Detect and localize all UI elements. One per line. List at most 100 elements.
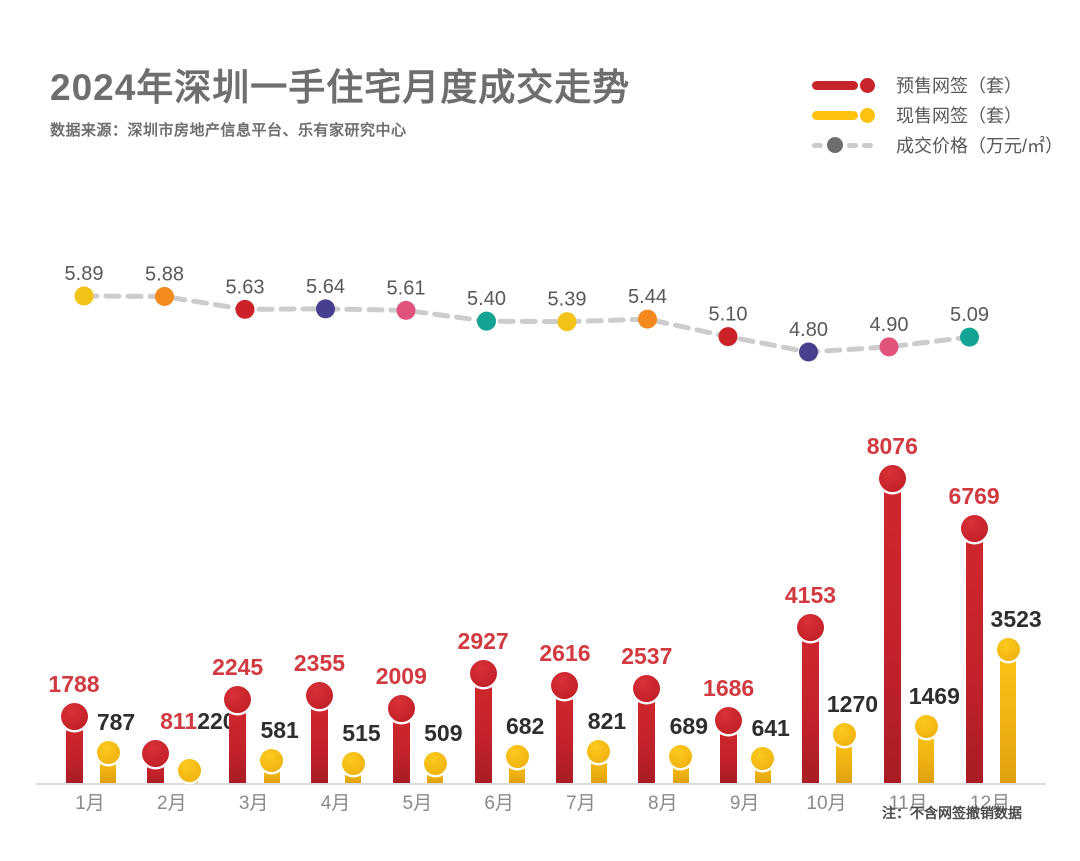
lollipop-head: [715, 707, 743, 735]
presale-bar: [715, 707, 743, 783]
lollipop-head: [796, 613, 824, 641]
currentsale-bar: [914, 715, 938, 783]
price-point-2月: [155, 287, 174, 307]
currentsale-bar: [587, 739, 611, 783]
presale-bar: [142, 740, 170, 783]
presale-value-label: 4153: [784, 581, 837, 608]
bars-pair: [213, 686, 295, 783]
presale-legend-swatch: [812, 77, 884, 93]
page-title: 2024年深圳一手住宅月度成交走势: [50, 67, 631, 108]
price-point-6月: [477, 311, 496, 331]
bars-pair: [949, 514, 1031, 783]
presale-value-label: 811: [160, 708, 198, 735]
lollipop-rod: [147, 761, 165, 783]
currentsale-bar: [751, 746, 775, 783]
data-source-label: 数据来源：深圳市房地产信息平台、乐有家研究中心: [50, 122, 407, 139]
month-column-8月: 2537 689 8月: [621, 420, 708, 814]
price-value-label: 5.64: [306, 276, 345, 298]
lollipop-head: [60, 703, 88, 731]
lollipop-rod: [65, 724, 83, 783]
price-value-label: 5.40: [467, 288, 506, 310]
lollipop-rod: [918, 732, 935, 783]
currentsale-bar: [505, 745, 529, 783]
presale-bar: [878, 465, 906, 783]
currentsale-bar: [996, 637, 1020, 783]
bars-pair: [49, 703, 131, 783]
lollipop-rod: [392, 715, 410, 783]
lollipop-rod: [556, 693, 574, 783]
currentsale-bar: [669, 744, 693, 783]
lollipop-rod: [1000, 654, 1017, 783]
lollipop-head: [178, 759, 202, 782]
month-column-10月: 4153 1270 10月: [785, 420, 878, 814]
price-legend-swatch: [812, 137, 884, 153]
lollipop-head: [832, 722, 856, 746]
currentsale-bar: [178, 759, 202, 783]
lollipop-rod: [474, 681, 492, 783]
bars-pair: [622, 674, 704, 783]
currentsale-value-label: 689: [669, 712, 708, 739]
presale-bar: [60, 703, 88, 783]
price-point-1月: [74, 286, 94, 306]
month-label: 12月: [970, 793, 1011, 814]
month-label: 2月: [157, 793, 187, 814]
price-point-3月: [235, 299, 255, 319]
presale-value-label: 2537: [621, 642, 673, 669]
lollipop-rod: [100, 758, 116, 783]
lollipop-head: [305, 681, 333, 709]
presale-value-label: 8076: [866, 433, 918, 460]
presale-value-label: 1686: [703, 675, 755, 702]
currentsale-value-label: 515: [342, 719, 381, 746]
red-bar-icon: [812, 80, 858, 90]
price-point-12月: [960, 327, 979, 347]
presale-bar: [960, 514, 988, 783]
price-value-label: 5.10: [709, 304, 748, 326]
lollipop-head: [960, 514, 988, 542]
price-value-label: 5.61: [387, 277, 426, 299]
month-label: 3月: [238, 793, 269, 814]
lollipop-rod: [310, 702, 328, 783]
lollipop-head: [260, 749, 284, 773]
presale-value-label: 2245: [212, 654, 264, 681]
month-label: 7月: [566, 793, 596, 814]
price-value-label: 4.90: [870, 314, 909, 336]
month-label: 9月: [729, 793, 760, 814]
currentsale-bar: [423, 751, 447, 783]
price-point-10月: [799, 342, 818, 362]
bars-pair: [540, 672, 622, 783]
price-point-11月: [879, 337, 899, 357]
bars-pair: [458, 660, 540, 783]
presale-bar: [551, 672, 579, 783]
lollipop-head: [878, 465, 906, 493]
month-column-4月: 2355 515 4月: [294, 420, 381, 814]
presale-bar: [387, 694, 415, 783]
presale-value-label: 6769: [948, 482, 1000, 509]
price-point-9月: [718, 327, 738, 347]
presale-bar: [305, 681, 333, 783]
price-value-label: 4.80: [789, 319, 828, 341]
lollipop-head: [587, 739, 611, 763]
lollipop-head: [996, 637, 1020, 661]
price-value-label: 5.63: [226, 276, 265, 298]
currentsale-value-label: 787: [96, 709, 136, 736]
price-value-label: 5.88: [145, 264, 184, 286]
presale-bar: [633, 674, 661, 783]
bars-pair: [704, 707, 786, 783]
bars-pair: [867, 465, 949, 783]
lollipop-rod: [720, 728, 738, 783]
legend-label-currentsale: 现售网签（套）: [896, 106, 1022, 126]
month-column-11月: 8076 1469 11月: [867, 420, 960, 814]
legend-item-price: 成交价格（万元/㎡）: [812, 130, 1063, 160]
bars-pair: [376, 694, 458, 783]
currentsale-bar: [96, 741, 120, 783]
x-axis-line: [36, 783, 1046, 785]
presale-value-label: 2616: [539, 640, 591, 666]
lollipop-head: [551, 672, 579, 699]
lollipop-rod: [229, 707, 247, 783]
month-label: 10月: [806, 793, 847, 814]
legend: 预售网签（套） 现售网签（套） 成交价格（万元/㎡）: [812, 70, 1063, 160]
lollipop-head: [224, 686, 252, 714]
price-value-label: 5.89: [65, 263, 104, 285]
gray-dash-icon: [847, 142, 858, 148]
